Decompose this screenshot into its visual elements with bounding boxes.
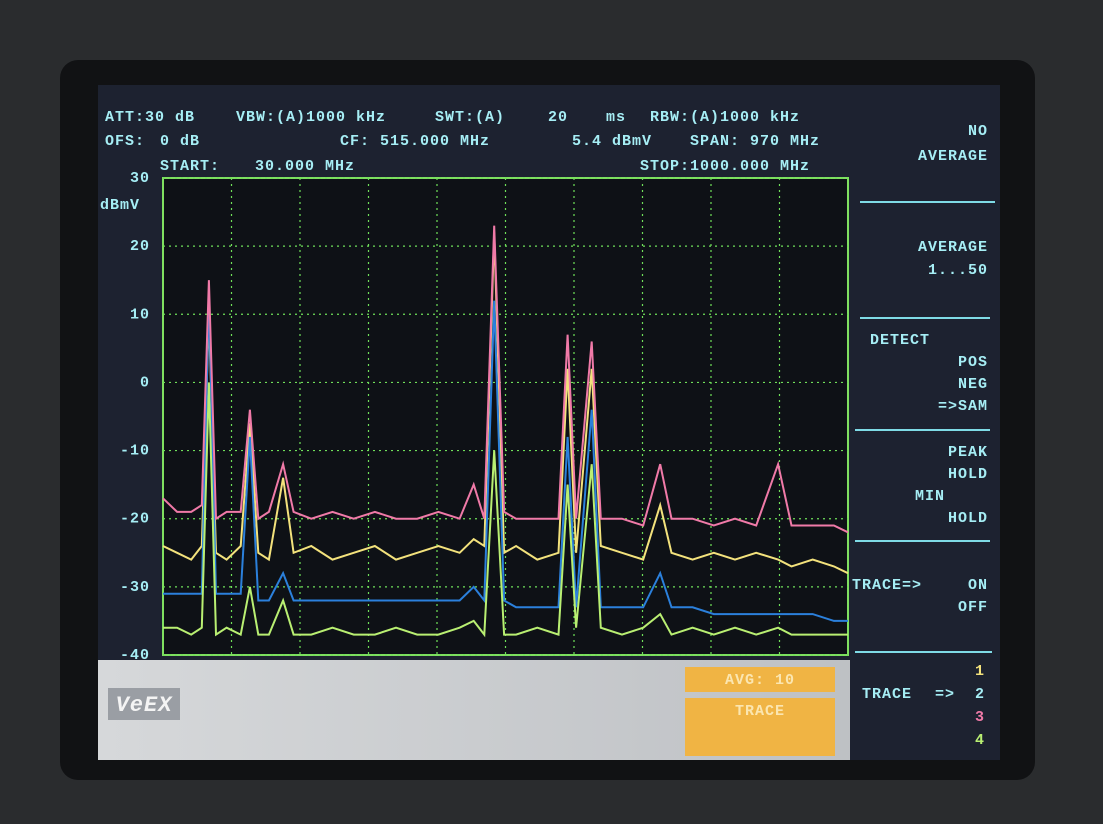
softkey[interactable]: AVERAGE [918, 239, 988, 256]
marker-level: 5.4 dBmV [572, 133, 652, 150]
softkey[interactable]: HOLD [948, 466, 988, 483]
softkey[interactable]: OFF [958, 599, 988, 616]
y-tick-label: -40 [120, 647, 150, 664]
ofs-value: 0 dB [160, 133, 200, 150]
softkey[interactable]: NO [968, 123, 988, 140]
start: START: [160, 158, 220, 175]
swt-value: 20 [548, 109, 568, 126]
y-tick-label: 0 [140, 374, 150, 391]
legend-entry: 1 [975, 663, 985, 680]
stop: STOP:1000.000 MHz [640, 158, 810, 175]
ofs: OFS: [105, 133, 145, 150]
y-tick-label: -20 [120, 511, 150, 528]
y-tick-label: 20 [130, 238, 150, 255]
device-photo: ATT:30 dB VBW:(A)1000 kHz SWT:(A) 20 ms … [0, 0, 1103, 824]
legend-entry: 3 [975, 709, 985, 726]
softkey[interactable]: HOLD [948, 510, 988, 527]
softkey[interactable]: MIN [915, 488, 945, 505]
softkey[interactable]: TRACE=> [852, 577, 922, 594]
swt-unit: ms [606, 109, 626, 126]
legend-entry: 2 [975, 686, 985, 703]
span: SPAN: 970 MHz [690, 133, 820, 150]
y-axis-label: dBmV [100, 197, 140, 214]
trace-label: TRACE [862, 686, 912, 703]
att: ATT:30 dB [105, 109, 195, 126]
softkey[interactable]: DETECT [870, 332, 930, 349]
y-tick-label: 10 [130, 306, 150, 323]
softkey[interactable]: =>SAM [938, 398, 988, 415]
softkey[interactable]: AVERAGE [918, 148, 988, 165]
legend-entry: 4 [975, 732, 985, 749]
softkey[interactable]: NEG [958, 376, 988, 393]
trace-box-label: TRACE [735, 703, 785, 720]
softkey[interactable]: 1...50 [928, 262, 988, 279]
avg: AVG: 10 [725, 672, 795, 689]
start-value: 30.000 MHz [255, 158, 355, 175]
softkey[interactable]: ON [968, 577, 988, 594]
trace-arrow: => [935, 686, 955, 703]
plot-area [163, 178, 848, 655]
softkey[interactable]: PEAK [948, 444, 988, 461]
center-frequency: CF: 515.000 MHz [340, 133, 490, 150]
logo: VeEX [116, 693, 174, 718]
y-tick-label: 30 [130, 170, 150, 187]
y-tick-label: -30 [120, 579, 150, 596]
vbw: VBW:(A)1000 kHz [236, 109, 386, 126]
rbw: RBW:(A)1000 kHz [650, 109, 800, 126]
swt: SWT:(A) [435, 109, 505, 126]
y-tick-label: -10 [120, 443, 150, 460]
softkey[interactable]: POS [958, 354, 988, 371]
